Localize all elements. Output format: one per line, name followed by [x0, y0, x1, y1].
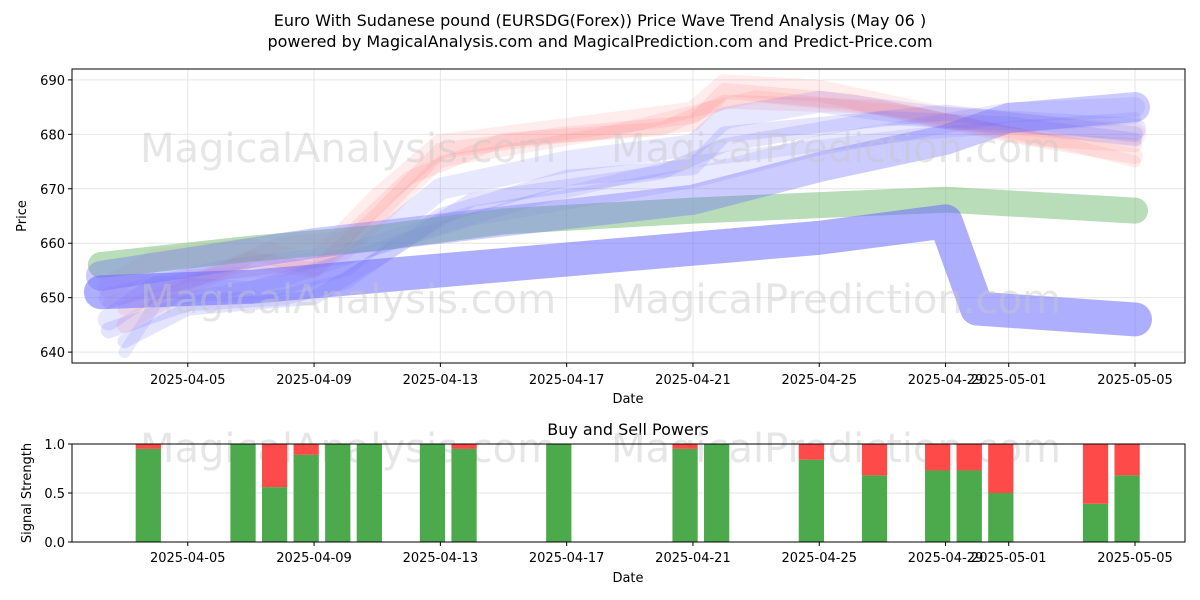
signal-x-tick-label: 2025-04-13: [403, 551, 479, 566]
sell-power-bar: [1114, 444, 1140, 476]
signal-x-tick-label: 2025-04-05: [150, 551, 226, 566]
buy-power-bar: [925, 470, 951, 542]
price-x-tick-label: 2025-04-09: [276, 373, 352, 388]
signal-panel: Buy and Sell Powers MagicalAnalysis.com …: [20, 420, 1186, 586]
buy-power-bar: [1082, 503, 1109, 542]
sell-power-bar: [798, 444, 824, 460]
price-wave-band-red: [116, 82, 1143, 333]
watermark-analysis-bottom: MagicalAnalysis.com: [140, 277, 556, 323]
sell-power-bar: [261, 444, 288, 488]
signal-chart-title: Buy and Sell Powers: [547, 420, 709, 439]
price-x-tick-label: 2025-04-25: [781, 373, 857, 388]
signal-x-tick-label: 2025-04-21: [655, 551, 731, 566]
signal-x-tick-label: 2025-04-29: [908, 551, 984, 566]
sell-power-bar: [293, 444, 319, 455]
price-x-tick-label: 2025-04-17: [529, 373, 605, 388]
sell-power-bar: [925, 444, 951, 471]
price-y-tick-label: 670: [40, 183, 65, 198]
buy-power-bar: [1114, 475, 1140, 542]
buy-power-bar: [704, 444, 730, 542]
buy-power-bar: [546, 444, 572, 542]
chart-title-line2: powered by MagicalAnalysis.com and Magic…: [267, 32, 932, 51]
price-x-tick-label: 2025-05-01: [971, 373, 1047, 388]
price-panel: MagicalAnalysis.com MagicalPrediction.co…: [15, 68, 1186, 407]
buy-power-bar: [135, 448, 161, 542]
signal-x-tick-label: 2025-05-05: [1097, 551, 1173, 566]
price-wave-band-blue: [85, 92, 1150, 291]
sell-power-bar: [135, 444, 161, 449]
watermark-analysis-top: MagicalAnalysis.com: [140, 126, 556, 172]
signal-y-axis-label: Signal Strength: [20, 443, 35, 543]
buy-power-bar: [798, 459, 824, 542]
sell-power-bar: [451, 444, 477, 449]
sell-power-bar: [1082, 444, 1109, 504]
sell-power-bar: [672, 444, 698, 449]
price-x-tick-label: 2025-04-13: [403, 373, 479, 388]
price-wave-band-green: [87, 186, 1148, 278]
price-y-tick-label: 650: [40, 292, 65, 307]
watermark-prediction-top: MagicalPrediction.com: [611, 126, 1061, 172]
price-wave-band-blue: [83, 204, 1152, 337]
price-x-tick-label: 2025-04-21: [655, 373, 731, 388]
sell-power-bar: [988, 444, 1014, 493]
buy-power-bar: [325, 444, 351, 542]
buy-power-bar: [293, 454, 319, 542]
price-y-tick-label: 640: [40, 346, 65, 361]
price-y-tick-label: 660: [40, 237, 65, 252]
buy-power-bar: [672, 448, 698, 542]
signal-x-tick-label: 2025-04-25: [781, 551, 857, 566]
price-x-tick-label: 2025-04-05: [150, 373, 226, 388]
chart-title-line1: Euro With Sudanese pound (EURSDG(Forex))…: [274, 11, 926, 30]
watermark-prediction-bottom: MagicalPrediction.com: [611, 277, 1061, 323]
sell-power-bar: [861, 444, 888, 476]
price-y-tick-label: 680: [40, 128, 65, 143]
signal-x-tick-label: 2025-05-01: [971, 551, 1047, 566]
buy-power-bar: [956, 470, 982, 542]
buy-power-bar: [230, 444, 256, 542]
signal-x-tick-label: 2025-04-17: [529, 551, 605, 566]
buy-power-bar: [261, 487, 288, 542]
price-x-tick-label: 2025-05-05: [1097, 373, 1173, 388]
price-y-axis-label: Price: [15, 200, 30, 232]
price-x-tick-label: 2025-04-29: [908, 373, 984, 388]
price-plot-frame: [71, 68, 1186, 364]
price-x-axis-label: Date: [612, 392, 643, 407]
signal-y-tick-label: 0.5: [44, 487, 65, 502]
buy-power-bar: [419, 444, 446, 542]
signal-x-axis-label: Date: [612, 571, 643, 586]
buy-power-bar: [861, 475, 888, 542]
signal-y-tick-label: 0.0: [44, 536, 65, 551]
signal-x-tick-label: 2025-04-09: [276, 551, 352, 566]
price-wave-band-blue: [98, 97, 1145, 308]
buy-power-bar: [988, 493, 1014, 542]
signal-y-tick-label: 1.0: [44, 438, 65, 453]
buy-power-bar: [451, 448, 477, 542]
sell-power-bar: [956, 444, 982, 471]
price-y-tick-label: 690: [40, 74, 65, 89]
buy-power-bar: [356, 444, 382, 542]
